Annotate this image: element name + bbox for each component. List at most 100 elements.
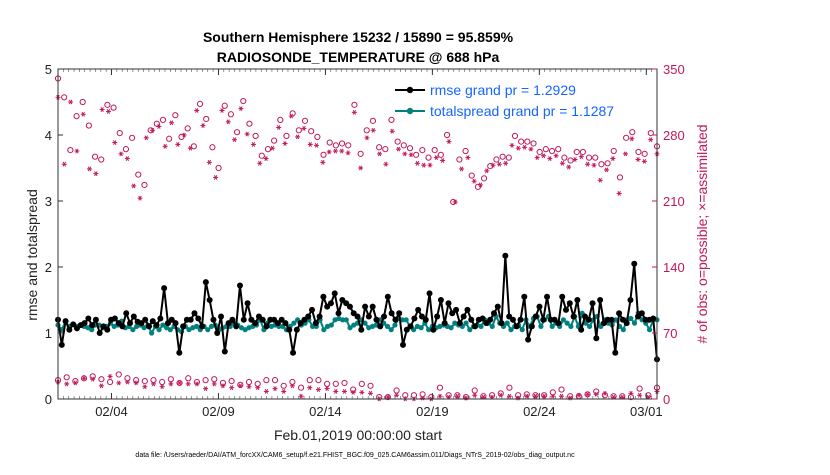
obs-assimilated-stroke — [87, 166, 92, 172]
data-file-footer: data file: /Users/raeder/DAI/ATM_forcXX/… — [135, 452, 575, 459]
rmse-point — [373, 316, 380, 323]
obs-assimilated-stroke — [247, 384, 251, 390]
obs-assimilated-marker — [194, 108, 200, 113]
obs-assimilated-stroke — [630, 136, 634, 142]
obs-assimilated-marker — [559, 160, 565, 166]
obs-assimilated-marker — [524, 393, 530, 399]
obs-assimilated-stroke — [499, 392, 503, 398]
obs-possible-marker — [332, 142, 339, 149]
totalspread-point — [362, 320, 368, 326]
obs-assimilated-marker — [156, 124, 162, 129]
totalspread-point — [193, 323, 200, 329]
obs-possible-marker — [209, 144, 216, 151]
totalspread-point — [426, 327, 432, 333]
y-tick-label: 1 — [45, 326, 52, 341]
chart-subtitle: RADIOSONDE_TEMPERATURE @ 688 hPa — [217, 49, 500, 65]
rmse-point — [434, 313, 441, 320]
totalspread-point — [328, 322, 334, 328]
obs-assimilated-stroke — [75, 148, 79, 154]
obs-assimilated-marker — [339, 148, 345, 154]
totalspread-point — [628, 315, 634, 322]
x-tick-label: 02/24 — [523, 404, 556, 419]
obs-possible-marker — [245, 378, 253, 386]
obs-assimilated-stroke — [333, 148, 338, 154]
obs-assimilated-marker — [616, 191, 622, 196]
obs-possible-marker — [549, 389, 556, 396]
obs-assimilated-stroke — [603, 390, 607, 396]
rmse-point — [430, 326, 437, 333]
y2-tick-label: 350 — [663, 62, 685, 77]
y2-tick-label: 210 — [663, 194, 685, 209]
obs-assimilated-stroke — [282, 389, 286, 394]
obs-possible-marker — [277, 116, 284, 124]
x-tick-label: 02/14 — [309, 404, 342, 419]
obs-possible-marker — [635, 148, 642, 156]
obs-possible-marker — [221, 102, 228, 109]
obs-possible-marker — [462, 147, 469, 155]
obs-assimilated-stroke — [299, 393, 303, 399]
obs-assimilated-stroke — [617, 191, 621, 196]
obs-possible-marker — [124, 375, 131, 382]
obs-possible-marker — [135, 171, 142, 178]
rmse-point — [415, 306, 422, 313]
obs-assimilated-marker — [534, 155, 540, 161]
obs-possible-marker — [67, 146, 74, 154]
obs-possible-marker — [406, 145, 414, 152]
obs-assimilated-marker — [150, 127, 156, 133]
rmse-point — [157, 315, 164, 322]
rmse-point — [195, 315, 202, 322]
obs-assimilated-stroke — [472, 178, 476, 184]
obs-possible-marker — [271, 377, 279, 384]
obs-possible-marker — [518, 138, 525, 145]
obs-assimilated-marker — [496, 161, 502, 167]
obs-assimilated-stroke — [598, 177, 602, 183]
obs-assimilated-marker — [440, 158, 446, 163]
obs-assimilated-marker — [593, 391, 599, 397]
rmse-point — [437, 297, 444, 303]
obs-assimilated-stroke — [522, 144, 527, 150]
obs-assimilated-stroke — [403, 151, 407, 157]
rmse-point — [244, 300, 251, 307]
rmse-point — [502, 252, 509, 259]
totalspread-point — [130, 327, 136, 333]
obs-assimilated-stroke — [195, 381, 199, 387]
obs-assimilated-stroke — [143, 384, 147, 390]
obs-assimilated-marker — [602, 390, 608, 396]
obs-possible-marker — [159, 116, 167, 124]
rmse-point — [544, 293, 551, 300]
obs-possible-marker — [393, 387, 400, 394]
obs-assimilated-marker — [528, 146, 534, 152]
obs-assimilated-stroke — [188, 145, 193, 151]
obs-assimilated-marker — [225, 119, 231, 125]
obs-possible-marker — [367, 382, 374, 389]
chart-title: Southern Hemisphere 15232 / 15890 = 95.8… — [203, 29, 514, 45]
obs-assimilated-marker — [394, 392, 400, 398]
obs-assimilated-stroke — [573, 157, 577, 162]
rmse-point — [240, 316, 247, 323]
totalspread-point — [384, 323, 391, 329]
obs-assimilated-stroke — [203, 386, 208, 392]
obs-assimilated-stroke — [186, 381, 190, 387]
obs-assimilated-stroke — [117, 380, 121, 386]
obs-assimilated-stroke — [342, 389, 347, 394]
obs-assimilated-stroke — [138, 195, 142, 201]
obs-assimilated-marker — [446, 139, 452, 145]
obs-possible-marker — [185, 375, 192, 382]
rmse-point — [335, 310, 342, 317]
obs-assimilated-marker — [368, 390, 374, 396]
obs-assimilated-stroke — [360, 389, 364, 395]
obs-assimilated-stroke — [466, 155, 470, 161]
rmse-point — [381, 313, 388, 320]
obs-assimilated-marker — [276, 125, 282, 130]
rmse-point — [422, 316, 429, 323]
totalspread-point — [631, 320, 638, 326]
rmse-point — [362, 303, 369, 310]
obs-assimilated-marker — [522, 144, 528, 150]
totalspread-point — [538, 323, 544, 329]
obs-assimilated-marker — [578, 154, 584, 160]
obs-possible-marker — [203, 115, 210, 123]
legend-spread-marker — [406, 107, 414, 115]
rmse-point — [252, 320, 259, 327]
obs-assimilated-marker — [61, 161, 67, 167]
